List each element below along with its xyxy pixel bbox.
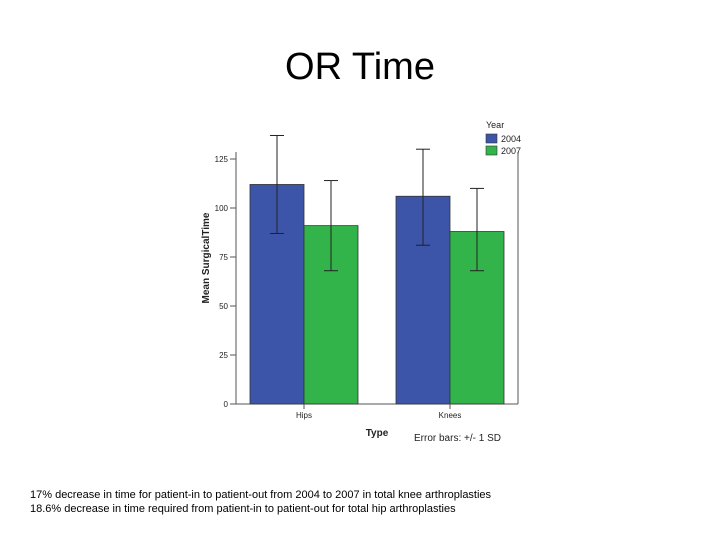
x-axis-label: Type [366,428,389,439]
error-bar-note: Error bars: +/- 1 SD [414,433,501,444]
caption: 17% decrease in time for patient-in to p… [30,488,710,516]
legend-label-2007: 2007 [501,146,521,156]
bars [249,184,505,405]
caption-line-knee: 17% decrease in time for patient-in to p… [30,489,492,501]
slide-title: OR Time [285,46,435,88]
y-axis-label: Mean SurgicalTime [201,212,212,303]
y-tick-label: 75 [219,253,228,262]
y-tick-label: 50 [219,302,228,311]
legend-title: Year [486,120,504,130]
x-tick-label-hips: Hips [296,411,312,420]
x-tick-label-knees: Knees [439,411,462,420]
y-tick-label: 125 [215,155,229,164]
y-ticks: 0 25 50 75 100 125 [215,155,236,409]
legend-label-2004: 2004 [501,134,521,144]
error-bars [270,134,484,272]
y-tick-label: 100 [215,204,229,213]
y-tick-label: 0 [224,400,229,409]
legend: Year 2004 2007 [485,120,521,156]
x-ticks: Hips Knees [296,404,461,420]
y-tick-label: 25 [219,351,228,360]
caption-line-hip: 18.6% decrease in time required from pat… [30,503,456,515]
legend-swatch-2004 [485,133,498,144]
legend-items: 2004 2007 [485,133,521,156]
legend-swatch-2007 [485,145,498,156]
